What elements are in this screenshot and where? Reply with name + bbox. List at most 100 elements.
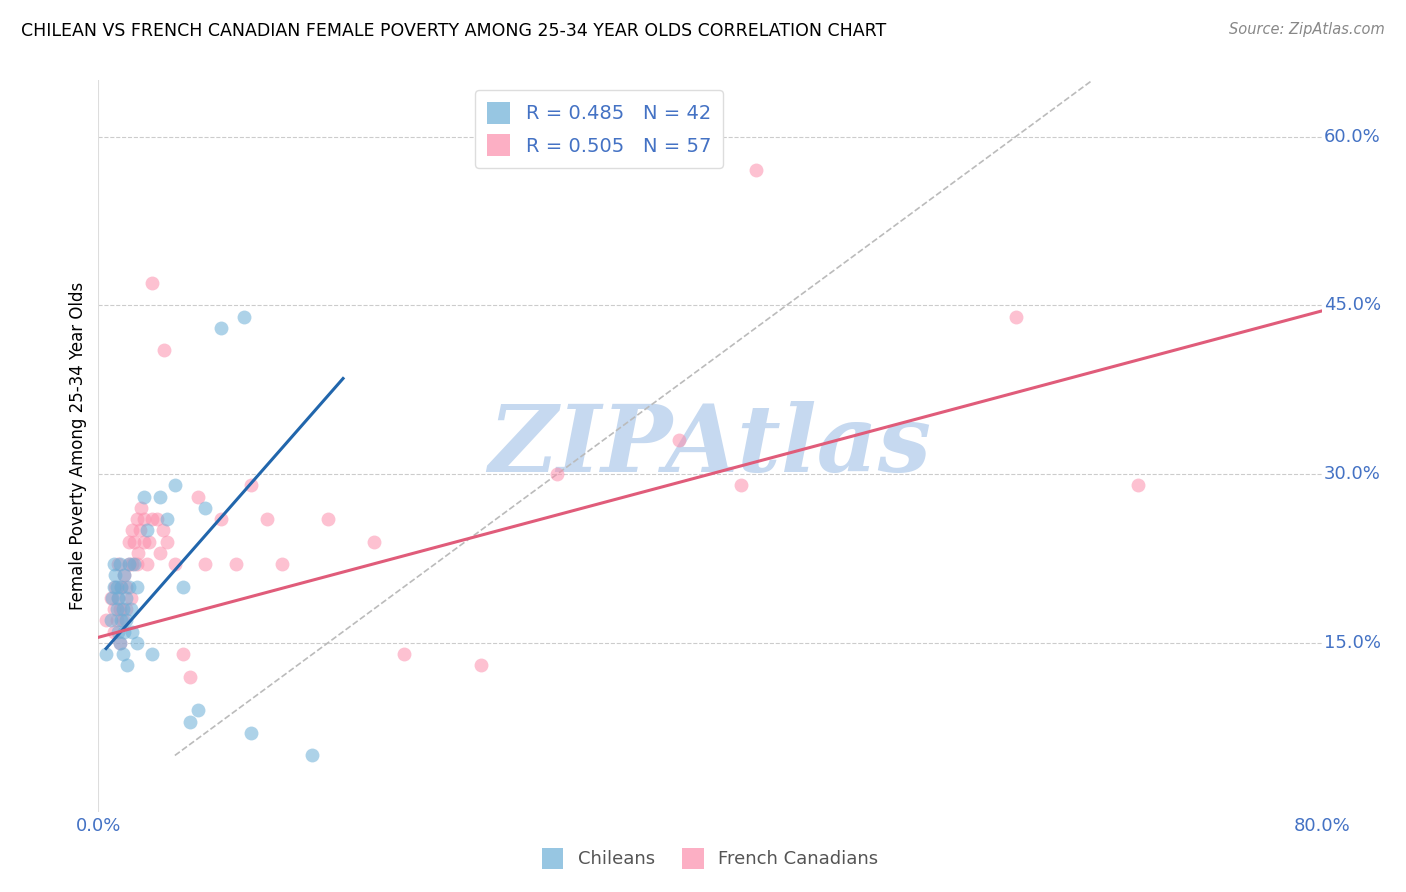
Point bbox=[179, 714, 201, 729]
Point bbox=[163, 478, 186, 492]
Point bbox=[104, 580, 127, 594]
Point bbox=[156, 512, 179, 526]
Point bbox=[122, 534, 145, 549]
Point bbox=[187, 490, 209, 504]
Point bbox=[103, 602, 125, 616]
Point bbox=[115, 602, 138, 616]
Point bbox=[134, 534, 156, 549]
Point bbox=[117, 658, 139, 673]
Point bbox=[103, 580, 125, 594]
Point bbox=[108, 602, 131, 616]
Point bbox=[118, 557, 141, 571]
Point bbox=[100, 591, 122, 605]
Point bbox=[118, 557, 141, 571]
Point bbox=[730, 478, 752, 492]
Point bbox=[125, 512, 148, 526]
Point bbox=[121, 524, 143, 538]
Text: 60.0%: 60.0% bbox=[1324, 128, 1381, 145]
Point bbox=[240, 726, 263, 740]
Point bbox=[316, 512, 339, 526]
Point bbox=[232, 310, 254, 324]
Point bbox=[105, 614, 128, 628]
Point bbox=[134, 512, 156, 526]
Point bbox=[470, 658, 492, 673]
Point bbox=[187, 703, 209, 717]
Point bbox=[110, 580, 132, 594]
Point bbox=[108, 636, 131, 650]
Point bbox=[94, 647, 117, 661]
Point bbox=[107, 591, 129, 605]
Point bbox=[1004, 310, 1026, 324]
Point bbox=[270, 557, 292, 571]
Point bbox=[209, 321, 232, 335]
Point bbox=[112, 568, 135, 582]
Point bbox=[111, 614, 134, 628]
Point bbox=[392, 647, 416, 661]
Point bbox=[121, 624, 143, 639]
Y-axis label: Female Poverty Among 25-34 Year Olds: Female Poverty Among 25-34 Year Olds bbox=[69, 282, 87, 610]
Text: 15.0%: 15.0% bbox=[1324, 634, 1381, 652]
Point bbox=[108, 557, 131, 571]
Point bbox=[94, 614, 117, 628]
Point bbox=[145, 512, 167, 526]
Point bbox=[107, 557, 129, 571]
Point bbox=[125, 580, 148, 594]
Point bbox=[110, 580, 132, 594]
Point bbox=[546, 467, 568, 482]
Point bbox=[668, 434, 690, 448]
Point bbox=[194, 557, 217, 571]
Point bbox=[225, 557, 247, 571]
Point bbox=[163, 557, 186, 571]
Point bbox=[156, 534, 179, 549]
Point bbox=[105, 602, 128, 616]
Point bbox=[122, 557, 145, 571]
Point bbox=[179, 670, 201, 684]
Point bbox=[118, 534, 141, 549]
Point bbox=[115, 580, 138, 594]
Point bbox=[152, 524, 174, 538]
Point bbox=[115, 614, 138, 628]
Point bbox=[121, 557, 143, 571]
Point bbox=[127, 546, 149, 560]
Point bbox=[101, 591, 124, 605]
Point bbox=[194, 500, 217, 515]
Point bbox=[108, 636, 131, 650]
Point bbox=[172, 580, 194, 594]
Point bbox=[125, 636, 148, 650]
Point bbox=[111, 602, 134, 616]
Point bbox=[745, 163, 768, 178]
Point bbox=[104, 568, 127, 582]
Point bbox=[118, 580, 141, 594]
Point bbox=[240, 478, 263, 492]
Point bbox=[136, 557, 159, 571]
Text: Source: ZipAtlas.com: Source: ZipAtlas.com bbox=[1229, 22, 1385, 37]
Point bbox=[153, 343, 176, 358]
Point bbox=[103, 624, 125, 639]
Point bbox=[134, 490, 156, 504]
Text: 45.0%: 45.0% bbox=[1324, 296, 1381, 314]
Point bbox=[112, 568, 135, 582]
Point bbox=[209, 512, 232, 526]
Point bbox=[107, 624, 129, 639]
Text: CHILEAN VS FRENCH CANADIAN FEMALE POVERTY AMONG 25-34 YEAR OLDS CORRELATION CHAR: CHILEAN VS FRENCH CANADIAN FEMALE POVERT… bbox=[21, 22, 886, 40]
Point bbox=[301, 748, 323, 763]
Point bbox=[141, 647, 163, 661]
Point bbox=[129, 500, 152, 515]
Legend: Chileans, French Canadians: Chileans, French Canadians bbox=[534, 840, 886, 876]
Point bbox=[149, 490, 172, 504]
Point bbox=[256, 512, 278, 526]
Point bbox=[120, 602, 142, 616]
Point bbox=[172, 647, 194, 661]
Point bbox=[136, 524, 159, 538]
Point bbox=[112, 624, 135, 639]
Text: 30.0%: 30.0% bbox=[1324, 465, 1381, 483]
Point bbox=[110, 614, 132, 628]
Point bbox=[141, 276, 163, 290]
Point bbox=[103, 557, 125, 571]
Point bbox=[111, 647, 134, 661]
Point bbox=[120, 591, 142, 605]
Point bbox=[115, 591, 138, 605]
Point bbox=[363, 534, 385, 549]
Point bbox=[138, 534, 160, 549]
Point bbox=[128, 524, 150, 538]
